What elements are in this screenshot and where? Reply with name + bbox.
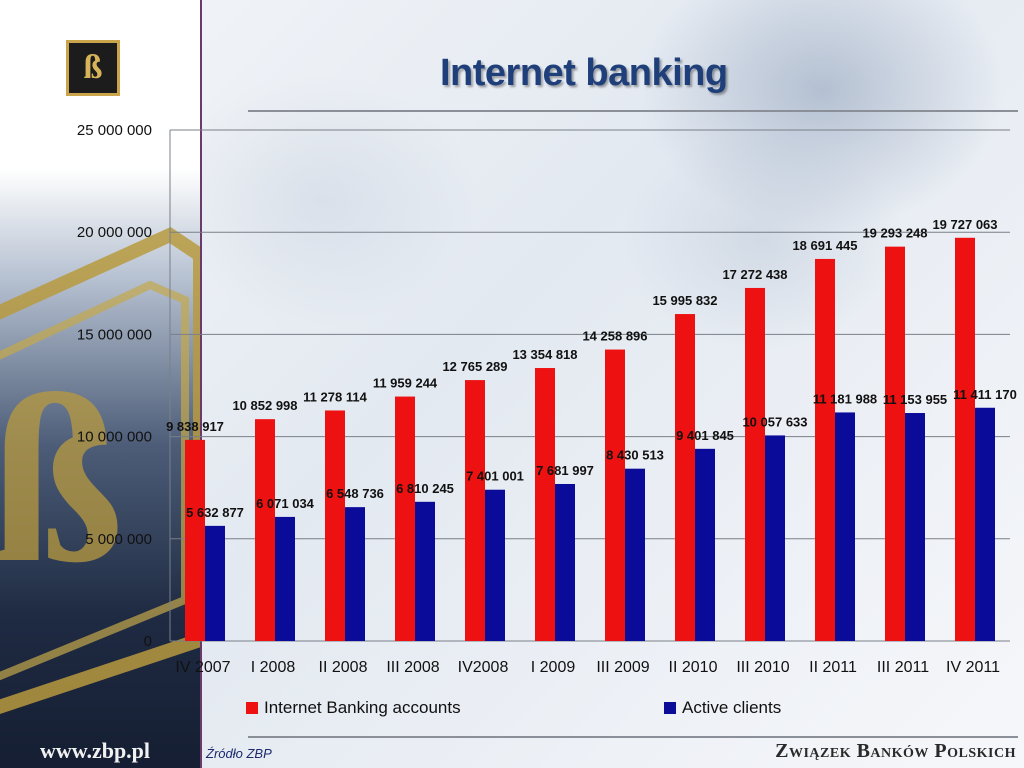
data-label-accounts: 17 272 438 [722, 267, 787, 282]
data-label-accounts: 19 293 248 [862, 226, 927, 241]
bar-accounts [815, 258, 835, 641]
footer-url[interactable]: www.zbp.pl [40, 738, 151, 763]
bar-active-clients [975, 407, 995, 641]
data-label-active-clients: 11 181 988 [813, 391, 877, 406]
x-tick-label: I 2008 [251, 659, 296, 676]
y-tick-label: 10 000 000 [77, 429, 152, 446]
data-label-accounts: 12 765 289 [442, 359, 507, 374]
left-decor-panel: ß [0, 0, 200, 768]
legend-item-active: Active clients [664, 698, 781, 718]
source-note: Źródło ZBP [206, 746, 272, 761]
data-label-accounts: 9 838 917 [166, 419, 224, 434]
bar-active-clients [345, 507, 365, 641]
bar-accounts [885, 246, 905, 642]
data-label-active-clients: 5 632 877 [186, 505, 244, 520]
bar-accounts [185, 439, 205, 641]
bar-active-clients [905, 413, 925, 641]
organization-name: Związek Banków Polskich [775, 740, 1016, 762]
x-tick-label: II 2011 [809, 659, 857, 676]
x-tick-label: III 2011 [877, 659, 929, 676]
legend-swatch-active [664, 702, 676, 714]
x-tick-label: II 2010 [669, 659, 718, 676]
chart-legend: Internet Banking accounts Active clients [246, 698, 1006, 722]
y-tick-label: 5 000 000 [85, 531, 152, 548]
data-label-active-clients: 7 401 001 [466, 469, 524, 484]
x-tick-label: IV2008 [458, 659, 509, 676]
x-tick-label: III 2008 [386, 659, 439, 676]
title-divider [248, 110, 1018, 112]
logo-glyph: ß [83, 49, 103, 86]
data-label-active-clients: 6 548 736 [326, 486, 384, 501]
bar-active-clients [695, 448, 715, 641]
data-label-active-clients: 8 430 513 [606, 448, 664, 463]
data-label-accounts: 14 258 896 [582, 329, 647, 344]
bar-accounts [395, 396, 415, 641]
footer-divider [248, 736, 1018, 738]
data-label-accounts: 13 354 818 [512, 347, 577, 362]
data-label-accounts: 15 995 832 [652, 293, 717, 308]
bar-accounts [465, 380, 485, 641]
bar-active-clients [555, 483, 575, 641]
y-tick-label: 15 000 000 [77, 326, 152, 343]
data-label-accounts: 19 727 063 [932, 217, 997, 232]
bar-active-clients [765, 435, 785, 641]
data-label-active-clients: 9 401 845 [676, 428, 734, 443]
bar-accounts [955, 237, 975, 641]
y-tick-label: 0 [144, 633, 152, 650]
data-label-active-clients: 10 057 633 [742, 414, 807, 429]
x-tick-label: III 2010 [736, 659, 789, 676]
legend-item-accounts: Internet Banking accounts [246, 698, 461, 718]
x-tick-label: II 2008 [319, 659, 368, 676]
left-divider [200, 0, 202, 768]
bar-accounts [745, 287, 765, 641]
bar-accounts [255, 419, 275, 641]
bar-accounts [675, 314, 695, 641]
bar-active-clients [835, 412, 855, 641]
bar-active-clients [415, 501, 435, 641]
data-label-accounts: 11 278 114 [303, 389, 367, 404]
bar-active-clients [485, 489, 505, 641]
data-label-active-clients: 11 411 170 [953, 387, 1017, 402]
data-label-active-clients: 6 810 245 [396, 481, 454, 496]
bar-active-clients [205, 525, 225, 641]
data-label-accounts: 11 959 244 [373, 376, 438, 391]
data-label-active-clients: 11 153 955 [883, 392, 947, 407]
bar-active-clients [275, 516, 295, 641]
x-tick-label: IV 2011 [946, 659, 1000, 676]
legend-swatch-accounts [246, 702, 258, 714]
x-tick-label: III 2009 [596, 659, 649, 676]
data-label-active-clients: 6 071 034 [256, 496, 315, 511]
x-tick-label: I 2009 [531, 659, 576, 676]
svg-text:ß: ß [0, 346, 123, 612]
x-tick-label: IV 2007 [175, 659, 230, 676]
bar-accounts [325, 410, 345, 641]
bar-active-clients [625, 468, 645, 641]
legend-label-accounts: Internet Banking accounts [264, 698, 461, 717]
zbp-logo: ß [66, 40, 120, 96]
y-tick-label: 25 000 000 [77, 122, 152, 139]
data-label-active-clients: 7 681 997 [536, 463, 594, 478]
bar-accounts [605, 349, 625, 641]
page-title: Internet banking [440, 52, 728, 94]
data-label-accounts: 10 852 998 [232, 398, 297, 413]
legend-label-active: Active clients [682, 698, 782, 717]
y-tick-label: 20 000 000 [77, 224, 152, 241]
data-label-accounts: 18 691 445 [792, 238, 857, 253]
bar-accounts [535, 368, 555, 641]
